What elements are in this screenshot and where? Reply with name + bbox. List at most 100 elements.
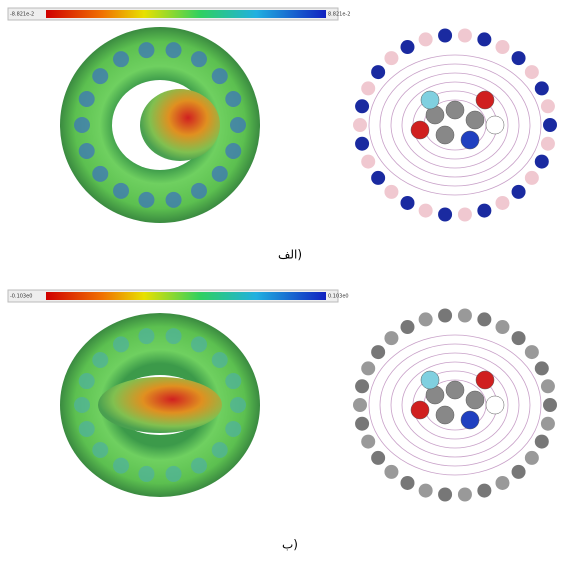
surface-bump (78, 142, 95, 159)
ring-atom (511, 331, 526, 346)
surface-bump (191, 51, 207, 68)
ring-atom (418, 32, 433, 47)
ring-atom (495, 40, 510, 55)
contour (368, 54, 542, 196)
contour (390, 72, 520, 178)
contour (379, 63, 531, 187)
ring-atom (353, 398, 367, 412)
ring-atom (511, 51, 526, 66)
ring-atom (355, 136, 370, 151)
guest-atom (475, 90, 495, 110)
ring-atom (524, 170, 539, 185)
ring-atom (524, 65, 539, 80)
surface-bump (230, 397, 246, 413)
ring-atom (540, 99, 555, 114)
guest-atom (445, 380, 465, 400)
contour (379, 343, 531, 467)
ring-atom (418, 483, 433, 498)
surface-bump (191, 182, 207, 199)
ring-atom (457, 28, 472, 43)
ring-atom (361, 154, 376, 169)
ring-atom (540, 379, 555, 394)
ring-atom (400, 195, 415, 210)
surface-bump (92, 165, 109, 182)
panel-label: الف) (278, 248, 302, 262)
ring-atom (355, 416, 370, 431)
surface-bump (225, 142, 242, 159)
surface-bump (78, 373, 95, 390)
surface-bump (225, 420, 242, 437)
contour (368, 334, 542, 476)
surface-bump (191, 336, 207, 353)
ring-atom (540, 416, 555, 431)
guest-atom (420, 370, 440, 390)
guest-atom (460, 410, 480, 430)
guest-atom (420, 90, 440, 110)
guest-atom (465, 390, 485, 410)
ring-atom (534, 81, 549, 96)
contour (390, 352, 520, 458)
ring-atom (355, 379, 370, 394)
ring-atom (543, 398, 557, 412)
surface-bump (92, 441, 109, 458)
surface-bump (74, 117, 90, 133)
surface-bump (165, 42, 182, 59)
ring-atom (384, 331, 399, 346)
colorbar-min-label: -0.103e0 (10, 294, 32, 300)
ring-atom (384, 464, 399, 479)
ring-atom (353, 118, 367, 132)
ring-atom (495, 320, 510, 335)
surface-bump (138, 328, 155, 345)
surface-bump (211, 352, 228, 369)
surface-bump (92, 68, 109, 85)
guest-atom (465, 110, 485, 130)
ring-atom (543, 118, 557, 132)
surface-bump (92, 352, 109, 369)
ring-atom (438, 487, 453, 502)
ring-atom (438, 308, 453, 323)
ring-atom (361, 434, 376, 449)
surface-bump (138, 465, 155, 482)
contour (401, 81, 509, 169)
colorbar (46, 292, 326, 300)
guest-atom (435, 405, 455, 425)
ring-atom (534, 361, 549, 376)
surface-bump (78, 420, 95, 437)
ring-atom (495, 475, 510, 490)
guest-atom (460, 130, 480, 150)
surface-bump (230, 117, 246, 133)
ring-atom (534, 154, 549, 169)
guest-atom (485, 395, 505, 415)
surface-bump (138, 191, 155, 208)
colorbar-max-label: 0.103e0 (328, 294, 349, 300)
ring-atom (495, 195, 510, 210)
ring-atom (400, 40, 415, 55)
esp-surface (60, 27, 260, 223)
ring-atom (400, 320, 415, 335)
surface-bump (74, 397, 90, 413)
surface-bump (165, 328, 182, 345)
ring-atom (400, 475, 415, 490)
guest-surface (140, 89, 220, 161)
ring-atom (361, 81, 376, 96)
ring-atom (371, 65, 386, 80)
ring-atom (361, 361, 376, 376)
ring-atom (457, 487, 472, 502)
surface-bump (165, 191, 182, 208)
ring-atom (384, 184, 399, 199)
ring-atom (438, 28, 453, 43)
colorbar (46, 10, 326, 18)
surface-bump (113, 457, 129, 474)
colorbar-min-label: -8.821e-2 (10, 12, 34, 18)
ring-atom (418, 312, 433, 327)
ring-atom (457, 308, 472, 323)
surface-bump (211, 441, 228, 458)
ring-atom (534, 434, 549, 449)
guest-atom (435, 125, 455, 145)
molecular-model (353, 308, 557, 502)
ring-atom (524, 450, 539, 465)
surface-bump (165, 465, 182, 482)
molecular-model (353, 28, 557, 222)
ring-atom (511, 464, 526, 479)
